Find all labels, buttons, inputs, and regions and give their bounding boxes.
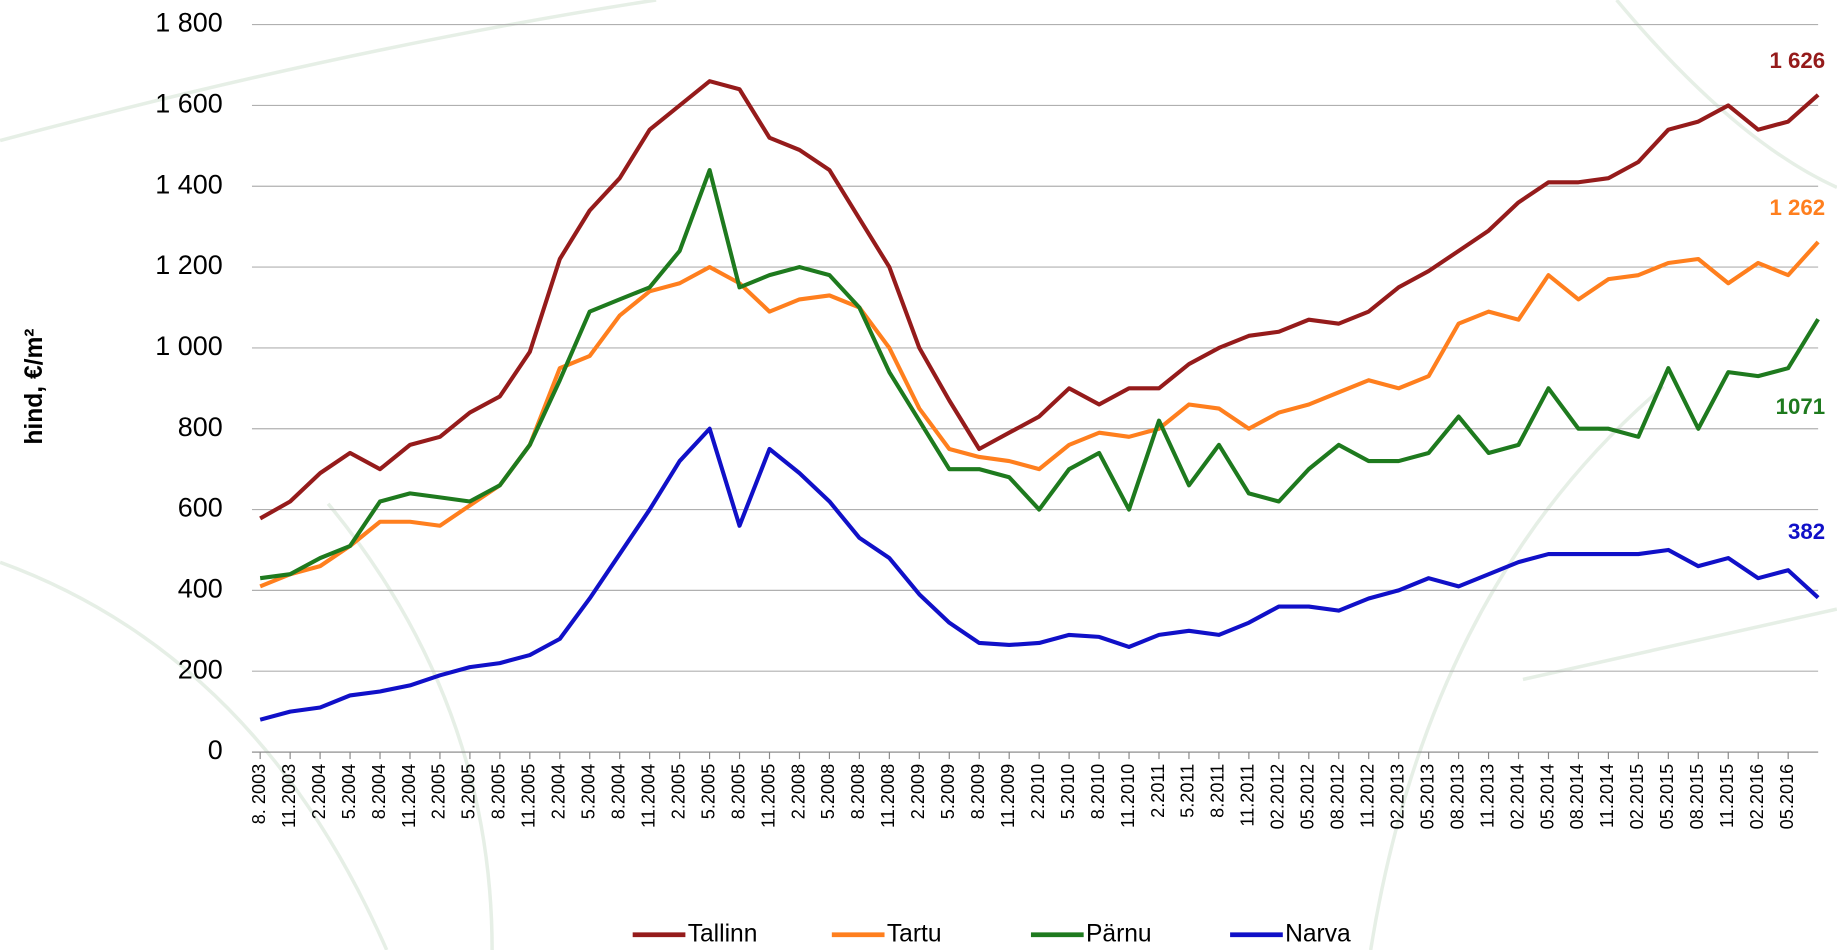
y-tick-label: 1 400 <box>155 169 222 199</box>
legend-label: Tartu <box>887 920 942 947</box>
x-tick-label: 02.2013 <box>1387 764 1407 830</box>
x-tick-label: 11.2015 <box>1717 764 1737 828</box>
x-tick-label: 2.2005 <box>668 764 688 819</box>
x-tick-label: 2.2011 <box>1148 764 1168 818</box>
y-tick-label: 1 200 <box>155 250 222 280</box>
x-tick-label: 05.2013 <box>1417 764 1437 830</box>
x-tick-label: 5.2004 <box>579 764 599 819</box>
x-tick-label: 5.2005 <box>698 764 718 819</box>
series-line <box>259 426 1820 722</box>
y-tick-label: 800 <box>178 412 223 442</box>
y-tick-label: 1 800 <box>155 8 222 38</box>
legend-label: Narva <box>1285 920 1351 947</box>
x-tick-label: 08.2012 <box>1328 764 1348 830</box>
x-tick-label: 8.2005 <box>489 764 509 820</box>
x-tick-label: 02.2014 <box>1507 764 1527 830</box>
x-tick-label: 8.2008 <box>848 764 868 819</box>
x-tick-label: 02.2012 <box>1268 764 1288 830</box>
x-tick-label: 2.2009 <box>908 764 928 819</box>
x-tick-label: 2.2008 <box>788 764 808 819</box>
x-tick-label: 11.2010 <box>1118 764 1138 828</box>
data-label: 382 <box>1788 519 1825 544</box>
x-tick-label: 2.2004 <box>309 764 329 819</box>
x-tick-label: 02.2016 <box>1747 764 1767 830</box>
data-label: 1 262 <box>1769 195 1825 220</box>
x-tick-label: 5.2005 <box>459 764 479 819</box>
y-tick-label: 1 600 <box>155 89 222 119</box>
x-tick-label: 08.2015 <box>1687 764 1707 830</box>
x-tick-label: 2.2004 <box>549 764 569 820</box>
legend-label: Tallinn <box>688 920 758 947</box>
x-tick-label: 5.2008 <box>818 764 838 819</box>
x-tick-label: 05.2016 <box>1777 764 1797 830</box>
x-tick-label: 5.2011 <box>1178 764 1198 818</box>
x-tick-label: 8.2009 <box>968 764 988 819</box>
x-tick-label: 11.2005 <box>519 764 539 828</box>
x-tick-label: 5.2010 <box>1058 764 1078 819</box>
x-tick-label: 11.2005 <box>758 764 778 828</box>
x-tick-label: 2.2005 <box>429 764 449 819</box>
x-tick-label: 11.2011 <box>1238 764 1258 827</box>
y-axis-label: hind, €/m² <box>21 329 48 445</box>
x-tick-label: 11.2004 <box>638 764 658 828</box>
x-tick-label: 8.2010 <box>1088 764 1108 819</box>
series-line <box>259 79 1820 521</box>
x-tick-label: 05.2014 <box>1537 764 1557 830</box>
x-tick-label: 11.2004 <box>399 764 419 828</box>
x-tick-label: 08.2014 <box>1567 764 1587 830</box>
x-tick-label: 11.2014 <box>1597 764 1617 828</box>
y-tick-label: 600 <box>178 493 223 523</box>
x-tick-label: 11.2012 <box>1358 764 1378 828</box>
y-tick-label: 1 000 <box>155 331 222 361</box>
x-tick-label: 8.2004 <box>609 764 629 819</box>
y-tick-label: 400 <box>178 573 223 603</box>
x-tick-label: 05.2015 <box>1657 764 1677 830</box>
x-tick-label: 11.2003 <box>279 764 299 828</box>
x-tick-label: 11.2009 <box>998 764 1018 828</box>
x-tick-label: 05.2012 <box>1298 764 1318 830</box>
x-tick-label: 8.2011 <box>1208 764 1228 818</box>
x-tick-label: 5.2004 <box>339 764 359 819</box>
y-tick-label: 0 <box>208 735 223 765</box>
x-tick-label: 02.2015 <box>1627 764 1647 830</box>
series-line <box>259 168 1820 581</box>
legend-label: Pärnu <box>1086 920 1152 947</box>
x-tick-label: 11.2013 <box>1477 764 1497 828</box>
data-label: 1 626 <box>1769 48 1825 73</box>
x-tick-label: 8.2004 <box>369 764 389 819</box>
x-tick-label: 8.2005 <box>728 764 748 819</box>
data-label: 1071 <box>1776 394 1826 419</box>
x-tick-label: 5.2009 <box>938 764 958 819</box>
x-tick-label: 11.2008 <box>878 764 898 828</box>
x-tick-label: 2.2010 <box>1028 764 1048 819</box>
y-tick-label: 200 <box>178 654 223 684</box>
x-tick-label: 8. 2003 <box>249 764 269 825</box>
x-tick-label: 08.2013 <box>1447 764 1467 830</box>
